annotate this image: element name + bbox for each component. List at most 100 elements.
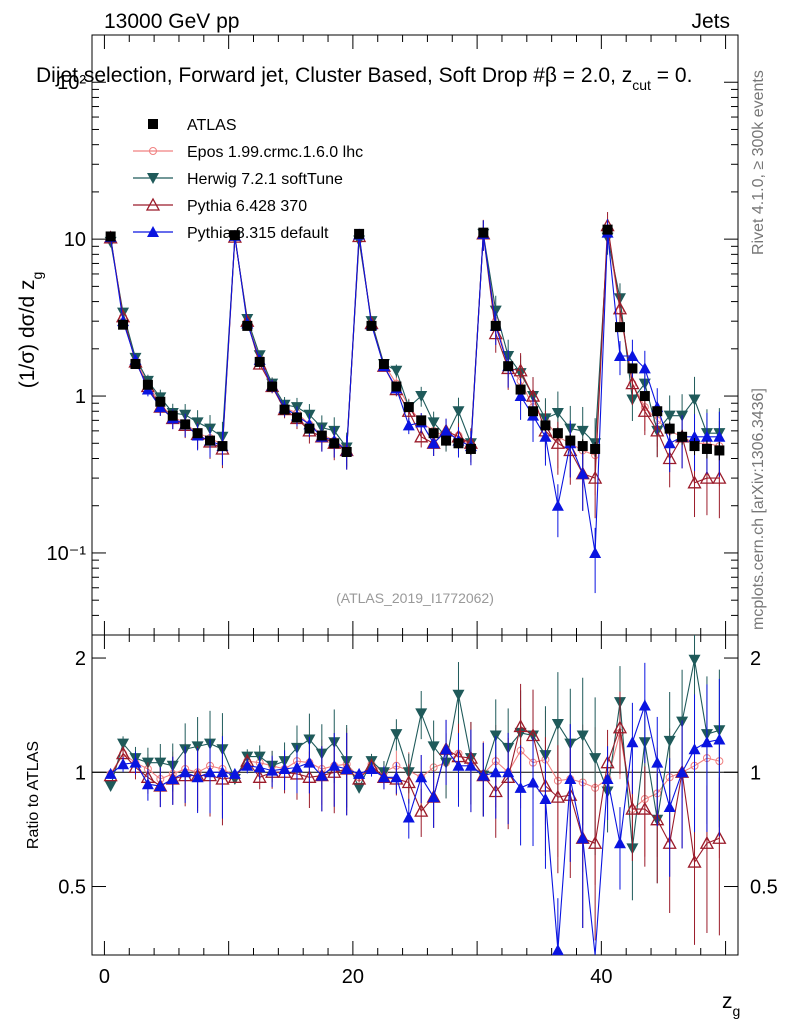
main-ticks: 10⁻¹ 1 10 10² — [47, 34, 738, 636]
main-data-point — [576, 425, 589, 437]
ratio-y-tick-label-right: 1 — [750, 762, 761, 784]
ratio-data-point — [266, 764, 279, 776]
ratio-data-point — [564, 773, 577, 785]
ratio-data-point — [241, 759, 254, 771]
ratio-data-point — [104, 767, 117, 779]
main-data-point — [589, 546, 602, 558]
main-data-point — [639, 391, 650, 402]
main-data-point — [180, 419, 191, 430]
ratio-data-point — [252, 769, 267, 783]
ratio-data-point — [129, 756, 142, 768]
plot-title: Dijet selection, Forward jet, Cluster Ba… — [36, 64, 692, 93]
main-data-point — [565, 435, 576, 446]
main-data-point — [688, 430, 701, 442]
main-data-point — [688, 394, 701, 406]
main-data-point — [627, 363, 638, 374]
main-data-point — [663, 437, 676, 449]
ratio-data-point — [427, 741, 440, 753]
ratio-data-point — [513, 719, 528, 733]
main-data-point — [713, 430, 726, 442]
ratio-data-point — [589, 753, 602, 765]
mcplots-side-label: mcplots.cern.ch [arXiv:1306.3436] — [750, 388, 767, 630]
ratio-data-point — [166, 773, 179, 785]
ratio-data-point — [427, 791, 440, 803]
plot-title-tail: = 0. — [651, 64, 692, 87]
main-data-point — [513, 363, 528, 377]
main-data-point — [637, 403, 652, 417]
main-data-point — [428, 428, 439, 439]
main-y-tick-label: 10 — [64, 229, 86, 251]
ratio-data-point — [527, 776, 540, 788]
main-data-point — [130, 359, 141, 370]
main-data-point — [304, 423, 315, 434]
main-data-point — [402, 419, 415, 431]
ratio-data-point — [340, 763, 353, 775]
main-data-point — [712, 470, 727, 484]
main-data-point — [354, 228, 365, 239]
ratio-data-point — [651, 756, 664, 768]
ratio-data-point — [452, 689, 465, 701]
main-data-point — [677, 431, 688, 442]
ratio-data-point — [613, 837, 626, 849]
ratio-y-tick-label-right: 2 — [750, 648, 761, 670]
main-data-point — [551, 407, 564, 419]
x-axis-label: zg — [722, 990, 740, 1019]
legend: ATLAS Epos 1.99.crmc.1.6.0 lhc Herwig 7.2.… — [133, 117, 363, 242]
jets-label: Jets — [691, 10, 730, 33]
ratio-data-point — [390, 771, 403, 783]
ratio-data-point — [440, 743, 453, 755]
main-data-point — [403, 402, 414, 413]
legend-label: Pythia 6.428 370 — [187, 198, 307, 215]
ratio-data-point — [502, 766, 515, 778]
ratio-data-point — [576, 730, 589, 742]
plot-title-main: Dijet selection, Forward jet, Cluster Ba… — [36, 64, 632, 87]
main-data-point — [714, 445, 725, 456]
main-data-point — [142, 379, 153, 390]
ratio-data-point — [477, 769, 490, 781]
ratio-data-point — [179, 766, 192, 778]
ratio-data-point — [290, 761, 303, 773]
main-y-tick-label: 10² — [57, 72, 86, 94]
main-data-point — [613, 349, 626, 361]
main-data-point — [254, 356, 265, 367]
ratio-data-point — [328, 759, 341, 771]
main-data-point — [118, 319, 129, 330]
rivet-side-label: Rivet 4.1.0, ≥ 300k events — [750, 70, 767, 255]
main-data-point — [378, 359, 389, 370]
main-data-point — [638, 362, 651, 374]
legend-label: ATLAS — [187, 117, 237, 134]
ratio-data-point — [117, 758, 130, 770]
ratio-data-point — [216, 766, 229, 778]
ratio-data-point — [712, 830, 727, 844]
ratio-data-point — [688, 654, 701, 666]
main-data-point — [514, 390, 527, 402]
ratio-data-point — [191, 771, 204, 783]
main-data-point — [441, 435, 452, 446]
main-data-point — [291, 412, 302, 423]
legend-label: Pythia 8.315 default — [187, 225, 329, 242]
main-data-point — [205, 435, 216, 446]
legend-marker — [145, 197, 161, 211]
main-data-point — [155, 396, 166, 407]
ratio-data-point — [663, 735, 676, 747]
ratio-data-point — [228, 767, 241, 779]
main-data-point — [217, 441, 228, 452]
ratio-data-point — [626, 736, 639, 748]
main-series-line — [110, 225, 720, 484]
main-data-point — [701, 443, 712, 454]
legend-marker — [147, 173, 159, 184]
main-data-point — [465, 443, 476, 454]
ratio-data-point — [253, 761, 266, 773]
main-series-line — [110, 232, 720, 554]
ratio-data-point — [303, 756, 316, 768]
ratio-data-point — [377, 771, 390, 783]
main-y-tick-label: 10⁻¹ — [47, 543, 87, 565]
main-data-point — [366, 320, 377, 331]
ratio-data-point — [550, 789, 565, 803]
ratio-data-point — [688, 743, 701, 755]
main-data-point — [699, 470, 715, 484]
ratio-y-tick-label: 0.5 — [58, 877, 86, 899]
ratio-y-tick-label: 1 — [75, 762, 86, 784]
ratio-data-point — [676, 766, 689, 778]
